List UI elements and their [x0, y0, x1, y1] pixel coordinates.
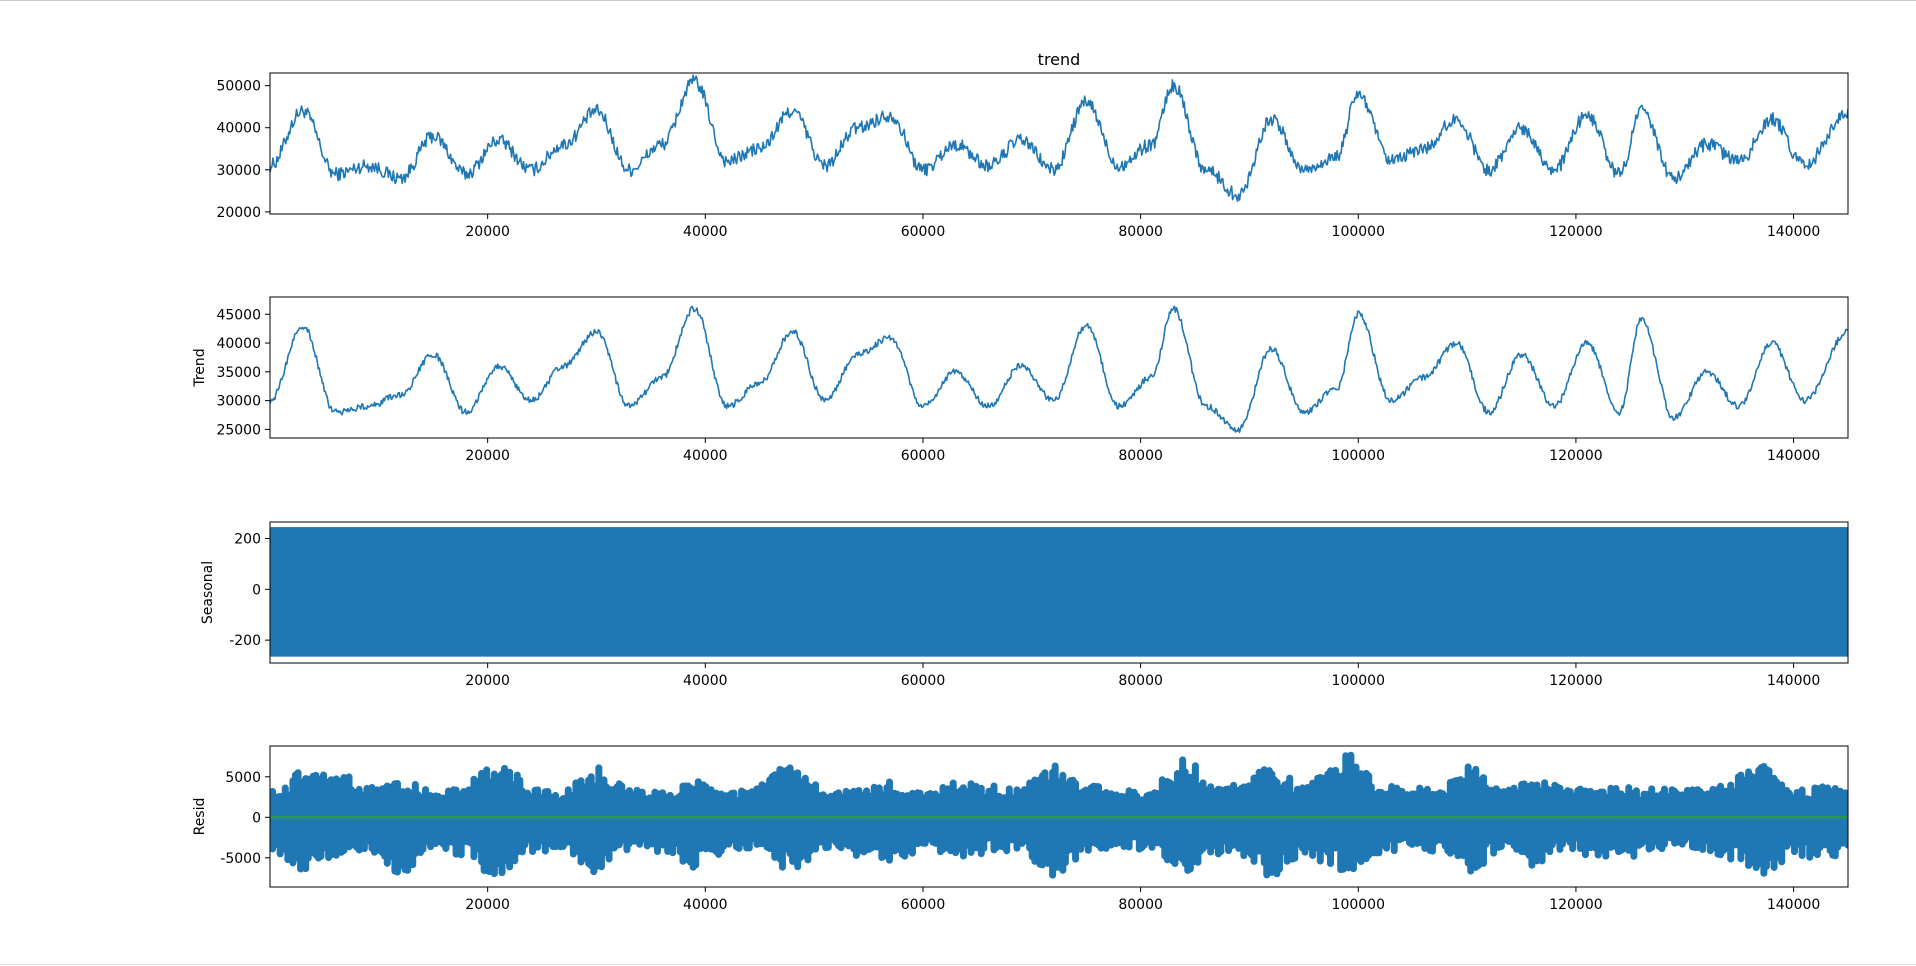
axes-frame [269, 745, 1849, 888]
x-tick-label: 60000 [901, 673, 946, 689]
axes-frame [269, 296, 1849, 439]
x-tick-label: 100000 [1332, 673, 1385, 689]
y-tick-label: 25000 [216, 422, 261, 438]
y-tick-label: 40000 [216, 336, 261, 352]
x-tick-label: 140000 [1767, 897, 1820, 913]
panel-1: 20000 40000 60000 80000 100000 120000 140000 20… [216, 50, 1849, 240]
series-line [270, 74, 1848, 202]
x-tick-label: 60000 [901, 897, 946, 913]
x-tick-label: 20000 [465, 897, 510, 913]
x-tick-label: 100000 [1332, 448, 1385, 464]
y-tick-label: 20000 [216, 205, 261, 221]
axes-frame [269, 521, 1849, 664]
x-tick-label: 120000 [1549, 897, 1602, 913]
x-tick-label: 140000 [1767, 448, 1820, 464]
x-tick-label: 20000 [465, 224, 510, 240]
x-tick-label: 20000 [465, 448, 510, 464]
x-tick-label: 40000 [683, 897, 728, 913]
x-tick-label: 40000 [683, 224, 728, 240]
y-tick-label: 200 [234, 532, 261, 548]
x-tick-label: 60000 [901, 448, 946, 464]
x-tick-label: 140000 [1767, 673, 1820, 689]
x-tick-label: 120000 [1549, 673, 1602, 689]
x-tick-label: 80000 [1118, 673, 1163, 689]
x-tick-label: 80000 [1118, 448, 1163, 464]
x-tick-label: 100000 [1332, 897, 1385, 913]
bottom-border [0, 964, 1916, 965]
y-tick-label: 40000 [216, 121, 261, 137]
x-tick-label: 60000 [901, 224, 946, 240]
y-axis-label: Resid [192, 798, 208, 836]
plot-area [270, 751, 1848, 879]
y-tick-label: 0 [252, 810, 261, 826]
x-tick-label: 120000 [1549, 224, 1602, 240]
y-axis-label: Seasonal [200, 561, 216, 624]
y-tick-label: 30000 [216, 163, 261, 179]
series-line [270, 305, 1848, 434]
x-tick-label: 80000 [1118, 224, 1163, 240]
panel-3: 20000 40000 60000 80000 100000 120000 140000 -2… [200, 521, 1849, 689]
y-tick-label: 45000 [216, 307, 261, 323]
plot-area [270, 74, 1848, 202]
y-tick-label: 5000 [225, 770, 261, 786]
x-tick-label: 40000 [683, 673, 728, 689]
x-tick-label: 80000 [1118, 897, 1163, 913]
seasonal-band [270, 527, 1848, 657]
top-border [0, 0, 1916, 1]
y-tick-label: 30000 [216, 394, 261, 410]
y-tick-label: 50000 [216, 79, 261, 95]
x-tick-label: 40000 [683, 448, 728, 464]
axes-frame [269, 72, 1849, 215]
chart-title: trend [1038, 50, 1081, 69]
y-tick-label: -200 [229, 633, 261, 649]
y-axis-label: Trend [192, 348, 208, 387]
plot-area [270, 305, 1848, 434]
y-tick-label: -5000 [220, 851, 261, 867]
panel-4: 20000 40000 60000 80000 100000 120000 140000 -5… [192, 745, 1849, 913]
x-tick-label: 20000 [465, 673, 510, 689]
x-tick-label: 120000 [1549, 448, 1602, 464]
y-tick-label: 0 [252, 582, 261, 598]
x-tick-label: 140000 [1767, 224, 1820, 240]
y-tick-label: 35000 [216, 365, 261, 381]
panel-2: 20000 40000 60000 80000 100000 120000 140000 25… [192, 296, 1849, 464]
x-tick-label: 100000 [1332, 224, 1385, 240]
plot-area [270, 527, 1848, 657]
